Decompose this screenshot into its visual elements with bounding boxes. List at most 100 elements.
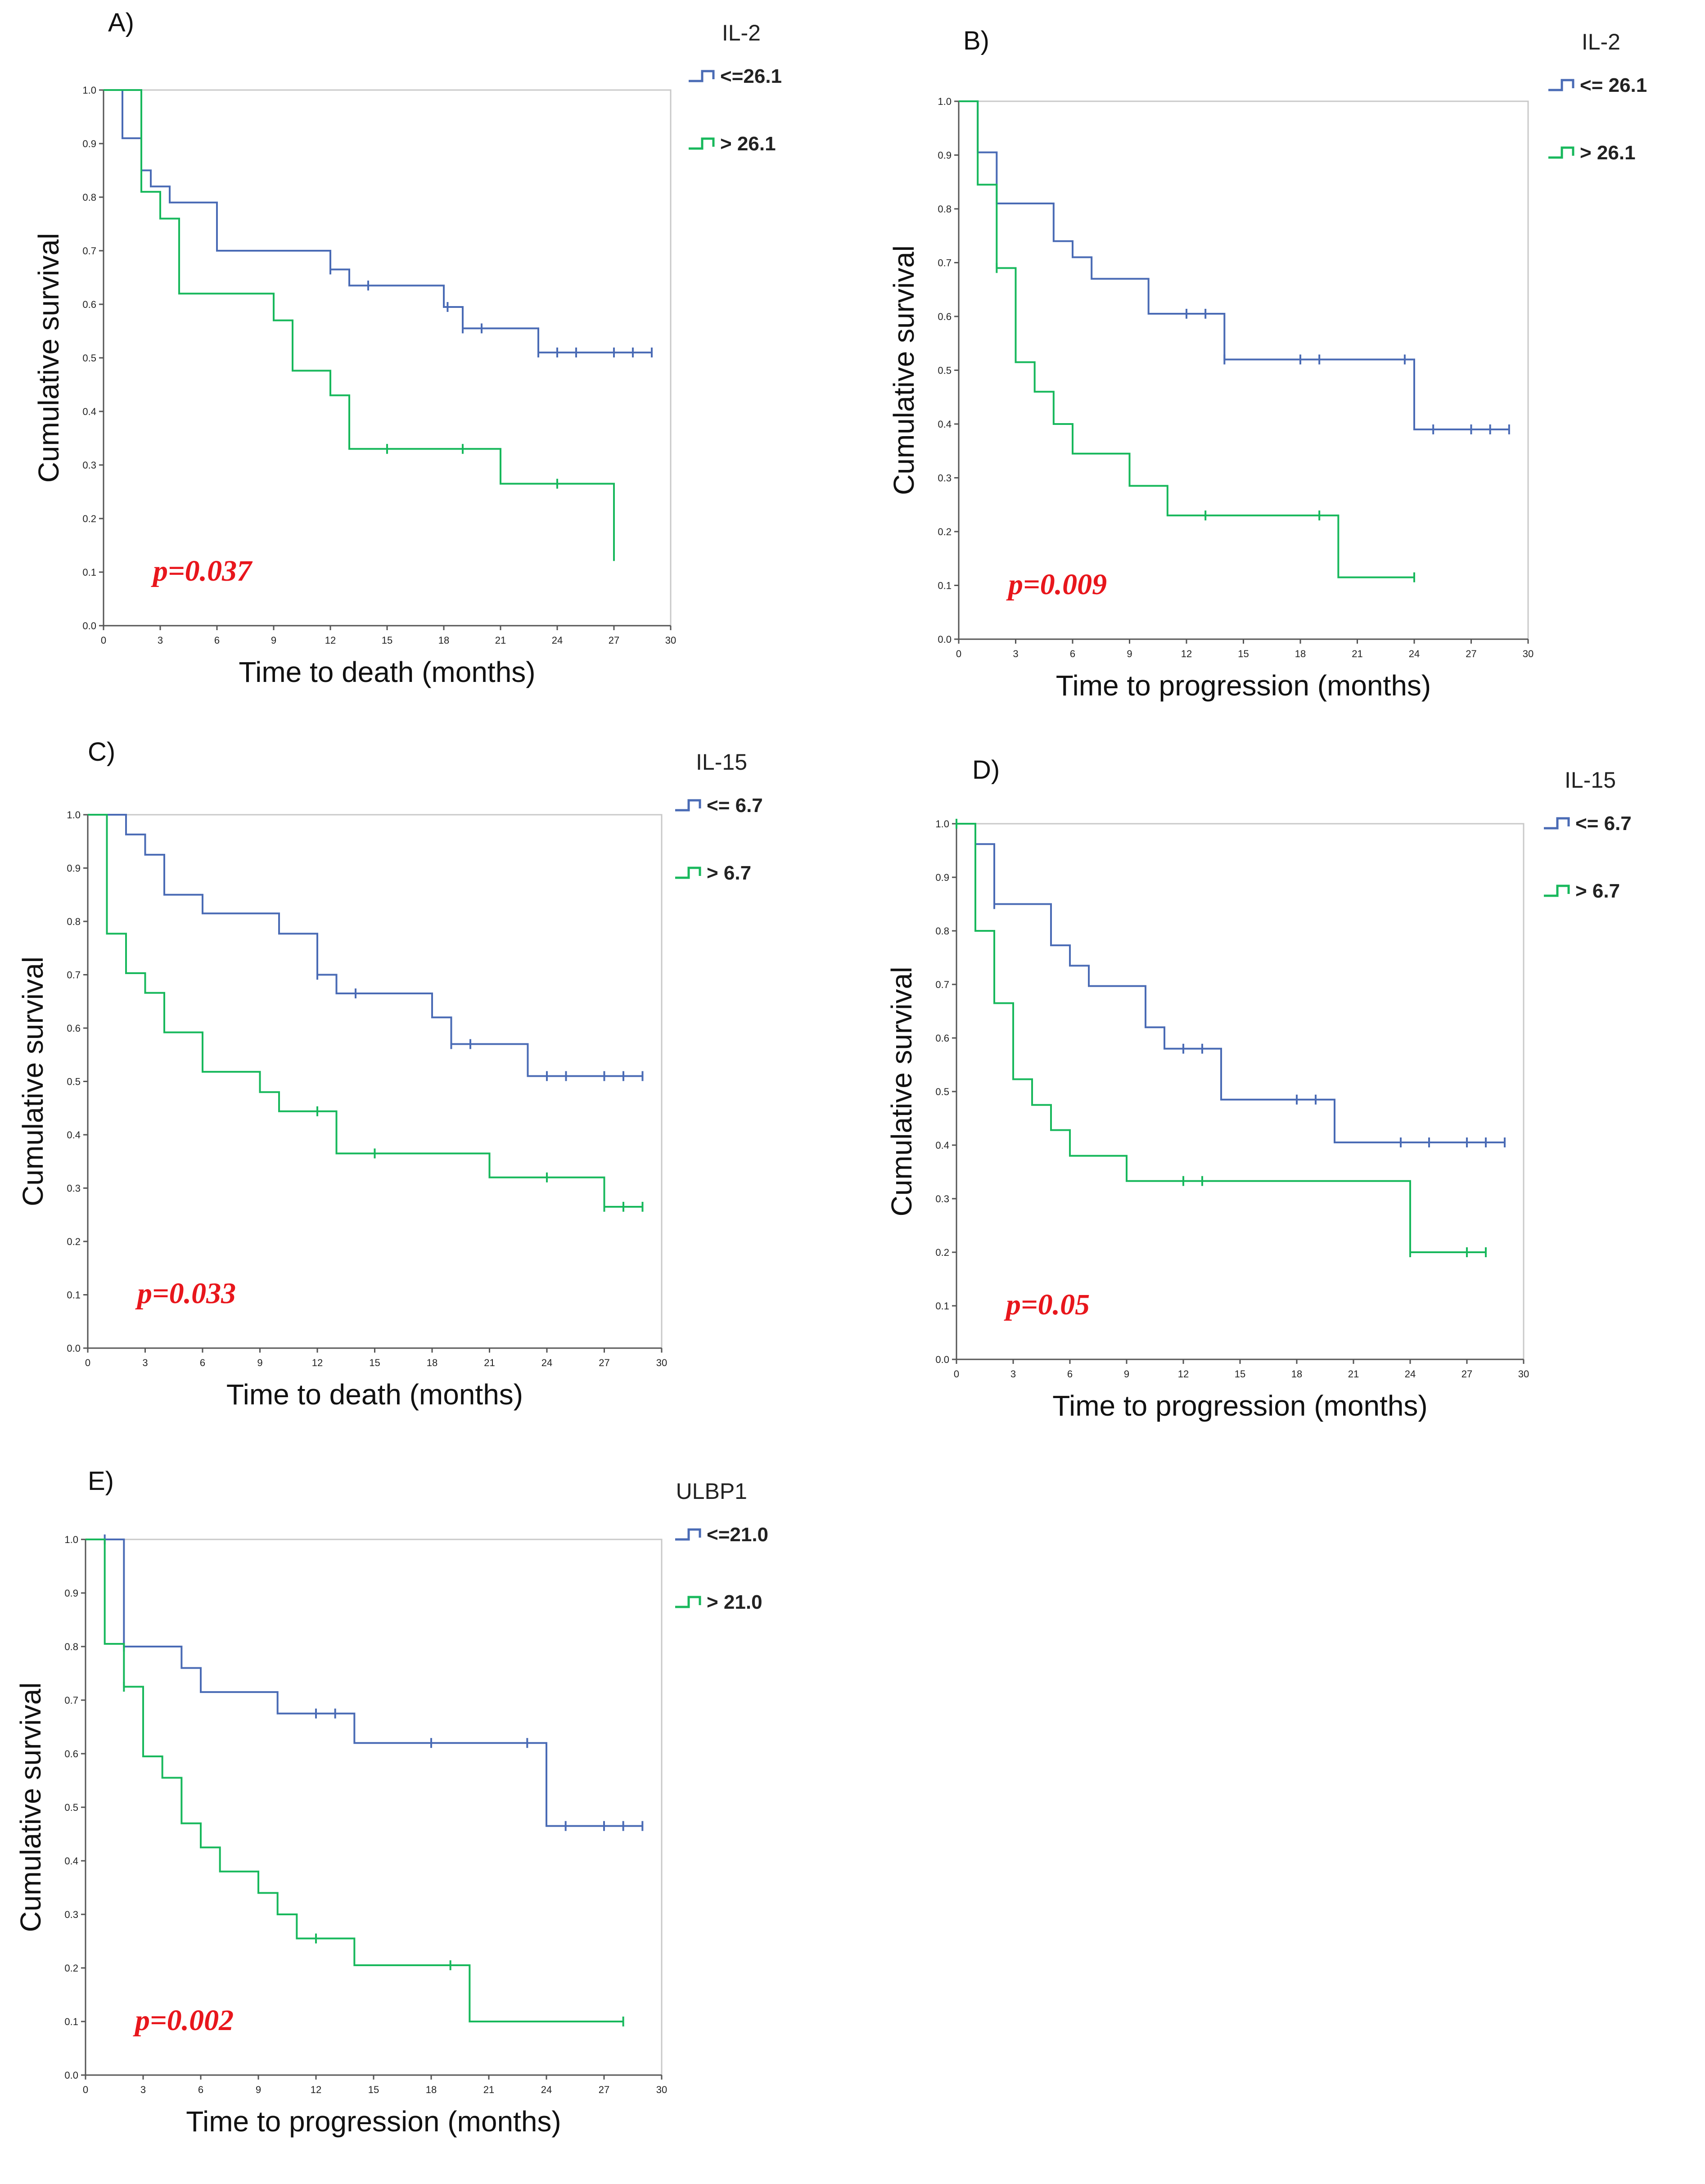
y-tick-label: 0.8 xyxy=(67,916,81,927)
legend-label-high: > 6.7 xyxy=(1575,880,1620,902)
x-tick-label: 3 xyxy=(142,1357,148,1368)
y-tick-label: 1.0 xyxy=(64,1534,78,1545)
x-tick-label: 9 xyxy=(256,2084,261,2095)
legend-swatch-low xyxy=(675,1528,701,1541)
x-tick-label: 9 xyxy=(257,1357,262,1368)
km-chart-svg: A) 0.0 0.1 0.2 0.3 0.4 0.5 0.6 0.7 0.8 0.9 1.0 0 3 6 9 1… xyxy=(32,8,782,688)
legend-label-high: > 26.1 xyxy=(1580,142,1636,164)
axes-lines xyxy=(103,90,671,627)
y-tick-label: 0.2 xyxy=(938,526,952,537)
x-tick-label: 0 xyxy=(954,1368,959,1380)
survival-curve-low xyxy=(88,814,643,1077)
y-tick-label: 0.2 xyxy=(82,513,96,524)
y-tick-label: 0.1 xyxy=(64,2016,78,2027)
x-tick-label: 12 xyxy=(1178,1368,1189,1380)
y-axis-label: Cumulative survival xyxy=(885,967,918,1217)
x-tick-label: 30 xyxy=(656,1357,667,1368)
km-panel-e: E) 0.0 0.1 0.2 0.3 0.4 0.5 0.6 0.7 0.8 0.9 1.0 0 3 6 9 1… xyxy=(0,1458,846,2184)
x-axis-label: Time to progression (months) xyxy=(186,2105,561,2138)
axes-lines xyxy=(958,101,1528,640)
x-tick-label: 3 xyxy=(140,2084,146,2095)
legend-swatch-low xyxy=(675,799,701,812)
x-tick-label: 24 xyxy=(541,1357,552,1368)
x-tick-label: 12 xyxy=(325,635,336,646)
y-tick-label: 0.2 xyxy=(67,1236,81,1247)
x-tick-label: 18 xyxy=(427,1357,438,1368)
legend-title: IL-15 xyxy=(696,749,747,775)
y-tick-label: 0.0 xyxy=(64,2070,78,2081)
x-tick-label: 15 xyxy=(382,635,392,646)
y-tick-label: 0.3 xyxy=(935,1193,949,1205)
y-tick-label: 0.1 xyxy=(82,567,96,578)
p-value: p=0.033 xyxy=(135,1277,236,1310)
km-chart-svg: B) 0.0 0.1 0.2 0.3 0.4 0.5 0.6 0.7 0.8 0.9 1.0 0 3 6 9 1… xyxy=(888,26,1647,702)
y-tick-label: 0.0 xyxy=(935,1354,949,1365)
x-tick-label: 6 xyxy=(198,2084,203,2095)
legend-label-high: > 26.1 xyxy=(720,133,776,155)
y-axis-label: Cumulative survival xyxy=(32,233,65,483)
y-tick-label: 0.5 xyxy=(82,352,96,364)
x-tick-label: 6 xyxy=(200,1357,205,1368)
km-chart-svg: E) 0.0 0.1 0.2 0.3 0.4 0.5 0.6 0.7 0.8 0.9 1.0 0 3 6 9 1… xyxy=(14,1467,768,2138)
y-tick-label: 0.7 xyxy=(938,257,952,269)
survival-curve-high xyxy=(86,1539,623,2022)
survival-curve-high xyxy=(88,814,643,1208)
panel-label: C) xyxy=(88,737,115,767)
y-tick-label: 0.9 xyxy=(938,150,952,161)
x-tick-label: 0 xyxy=(83,2084,88,2095)
y-tick-label: 1.0 xyxy=(82,85,96,96)
survival-curve-low xyxy=(86,1539,643,1827)
y-tick-label: 0.7 xyxy=(82,245,96,257)
x-axis-label: Time to progression (months) xyxy=(1056,669,1431,702)
p-value: p=0.002 xyxy=(133,2004,234,2037)
survival-curve-high xyxy=(956,823,1486,1253)
y-tick-label: 0.5 xyxy=(938,365,952,376)
y-tick-label: 0.2 xyxy=(935,1247,949,1258)
legend-swatch-high xyxy=(675,866,701,879)
legend-label-high: > 21.0 xyxy=(707,1591,762,1613)
x-tick-label: 12 xyxy=(311,2084,321,2095)
km-panel-b: B) 0.0 0.1 0.2 0.3 0.4 0.5 0.6 0.7 0.8 0.9 1.0 0 3 6 9 1… xyxy=(869,18,1705,729)
x-tick-label: 18 xyxy=(426,2084,437,2095)
y-axis-label: Cumulative survival xyxy=(14,1683,47,1932)
x-tick-label: 6 xyxy=(1067,1368,1073,1380)
legend-swatch-low xyxy=(1548,79,1574,91)
x-tick-label: 30 xyxy=(1518,1368,1529,1380)
axes-lines xyxy=(85,1539,662,2076)
x-axis-label: Time to progression (months) xyxy=(1052,1390,1427,1422)
legend-swatch-high xyxy=(1548,146,1574,159)
x-tick-label: 9 xyxy=(1124,1368,1129,1380)
p-value: p=0.037 xyxy=(151,555,253,587)
panel-label: A) xyxy=(108,8,134,37)
y-tick-label: 0.2 xyxy=(64,1963,78,1974)
legend-label-low: <=26.1 xyxy=(720,65,782,87)
y-tick-label: 0.8 xyxy=(82,192,96,203)
y-tick-label: 0.9 xyxy=(82,138,96,149)
x-tick-label: 0 xyxy=(85,1357,90,1368)
x-tick-label: 27 xyxy=(599,2084,609,2095)
panel-label: E) xyxy=(88,1467,114,1496)
legend-label-low: <= 6.7 xyxy=(707,794,763,817)
y-axis-label: Cumulative survival xyxy=(888,245,920,495)
y-tick-label: 0.4 xyxy=(82,406,96,417)
x-tick-label: 9 xyxy=(1127,648,1132,659)
x-tick-label: 18 xyxy=(1291,1368,1302,1380)
legend-label-low: <= 26.1 xyxy=(1580,74,1647,96)
x-tick-label: 24 xyxy=(552,635,563,646)
x-tick-label: 30 xyxy=(665,635,676,646)
x-tick-label: 27 xyxy=(1461,1368,1472,1380)
y-tick-label: 0.6 xyxy=(935,1033,949,1044)
x-axis-label: Time to death (months) xyxy=(239,656,535,688)
survival-curve-low xyxy=(959,100,1509,430)
y-tick-label: 1.0 xyxy=(67,809,81,821)
y-tick-label: 0.4 xyxy=(64,1855,78,1867)
x-tick-label: 21 xyxy=(483,2084,494,2095)
y-tick-label: 0.5 xyxy=(935,1086,949,1097)
y-tick-label: 0.6 xyxy=(67,1023,81,1034)
km-panel-d: D) 0.0 0.1 0.2 0.3 0.4 0.5 0.6 0.7 0.8 0.9 1.0 0 3 6 9 1… xyxy=(869,738,1705,1458)
x-tick-label: 15 xyxy=(1235,1368,1245,1380)
y-tick-label: 0.3 xyxy=(82,460,96,471)
y-tick-label: 0.0 xyxy=(67,1343,81,1354)
x-tick-label: 12 xyxy=(1181,648,1192,659)
x-tick-label: 18 xyxy=(1295,648,1306,659)
